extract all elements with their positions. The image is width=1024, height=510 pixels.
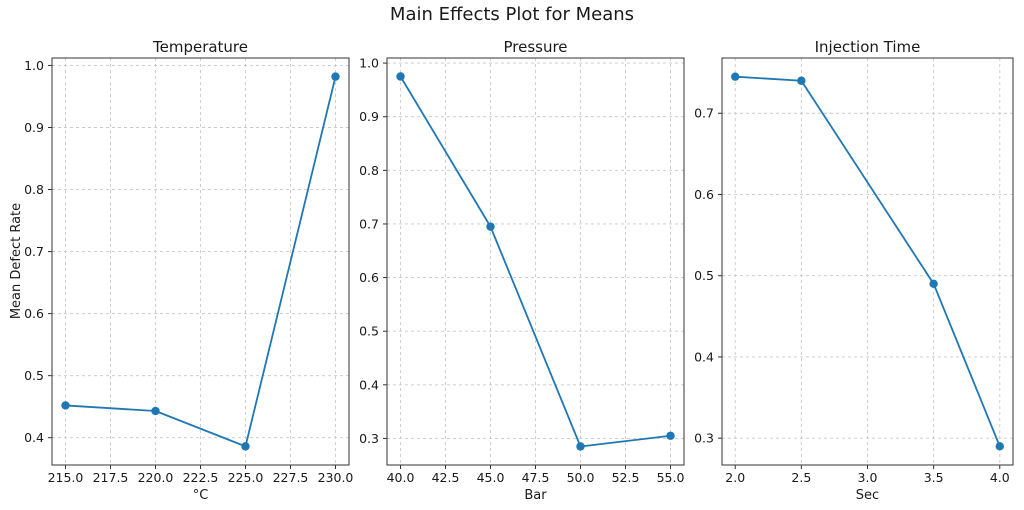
y-tick-label: 0.6: [24, 306, 44, 321]
data-point: [241, 442, 250, 451]
data-line: [734, 75, 1001, 448]
x-tick-label: 3.0: [858, 470, 878, 485]
x-tick-label: 42.5: [432, 470, 460, 485]
data-point: [486, 222, 495, 231]
x-axis-label-temperature: °C: [192, 488, 209, 503]
y-tick-label: 0.4: [694, 349, 714, 364]
y-tick-label: 0.6: [359, 270, 379, 285]
x-tick-label: 45.0: [477, 470, 505, 485]
y-tick-label: 1.0: [359, 56, 379, 71]
y-tick-label: 0.3: [359, 431, 379, 446]
subplot-title-pressure: Pressure: [503, 38, 568, 56]
y-tick-label: 0.9: [24, 120, 44, 135]
data-point: [61, 401, 70, 410]
y-tick-label: 0.5: [694, 268, 714, 283]
y-tick-label: 0.6: [694, 187, 714, 202]
subplot-1: 40.0 42.5 45.0 47.5 50.0 52.5 55.0 0.3 0.4 0.5 0.6…: [359, 56, 685, 485]
axes-frame: [386, 57, 685, 466]
data-point: [797, 76, 806, 85]
x-tick-label: 47.5: [522, 470, 550, 485]
x-tick-label: 55.0: [657, 470, 685, 485]
data-point: [929, 279, 938, 289]
y-tick-label: 0.4: [24, 430, 44, 445]
y-tick-label: 0.8: [359, 163, 379, 178]
x-tick-label: 4.0: [990, 470, 1010, 485]
x-tick-label: 215.0: [48, 470, 84, 485]
y-tick-label: 0.7: [24, 244, 44, 259]
y-axis-label: Mean Defect Rate: [9, 202, 24, 320]
data-point: [731, 72, 740, 81]
x-tick-label: 222.5: [183, 470, 219, 485]
x-tick-label: 227.5: [273, 470, 309, 485]
data-line: [64, 75, 337, 448]
x-tick-label: 3.5: [924, 470, 944, 485]
subplot-2: 2.0 2.5 3.0 3.5 4.0 0.3 0.4 0.5 0.6 0.7: [694, 57, 1014, 485]
y-tick-label: 0.5: [359, 324, 379, 339]
axes-frame: [721, 57, 1014, 466]
y-tick-label: 0.9: [359, 109, 379, 124]
y-tick-label: 0.7: [694, 106, 714, 121]
x-tick-label: 217.5: [93, 470, 129, 485]
data-point: [151, 406, 160, 416]
x-tick-label: 225.0: [228, 470, 264, 485]
subplot-0: 215.0 217.5 220.0 222.5 225.0 227.5 230.0 0.4 0.…: [24, 57, 354, 485]
data-line: [399, 75, 672, 448]
x-tick-label: 2.5: [791, 470, 811, 485]
y-tick-label: 0.4: [359, 377, 379, 392]
data-point: [331, 72, 340, 81]
y-tick-label: 0.3: [694, 431, 714, 446]
y-tick-label: 0.7: [359, 216, 379, 231]
data-point: [576, 442, 585, 451]
x-tick-label: 220.0: [138, 470, 174, 485]
y-tick-label: 0.5: [24, 368, 44, 383]
y-tick-label: 1.0: [24, 58, 44, 73]
x-axis-label-injection-time: Sec: [855, 488, 880, 503]
y-tick-label: 0.8: [24, 182, 44, 197]
figure-title: Main Effects Plot for Means: [389, 4, 635, 25]
x-axis-label-pressure: Bar: [524, 488, 547, 503]
data-point: [396, 72, 405, 81]
x-tick-label: 50.0: [567, 470, 595, 485]
x-tick-label: 2.0: [725, 470, 745, 485]
subplot-title-injection-time: Injection Time: [814, 38, 921, 56]
data-point: [995, 442, 1004, 451]
x-tick-label: 230.0: [318, 470, 354, 485]
subplot-title-temperature: Temperature: [152, 38, 249, 56]
x-tick-label: 52.5: [612, 470, 640, 485]
data-point: [666, 431, 675, 440]
x-tick-label: 40.0: [387, 470, 415, 485]
axes-frame: [51, 57, 350, 466]
